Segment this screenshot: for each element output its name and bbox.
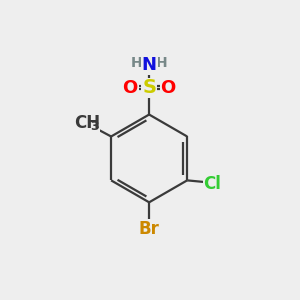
Text: N: N xyxy=(142,56,157,74)
Text: Br: Br xyxy=(139,220,160,238)
Text: 3: 3 xyxy=(91,120,99,133)
Text: Cl: Cl xyxy=(204,175,221,193)
Text: S: S xyxy=(142,79,156,98)
Text: O: O xyxy=(123,79,138,97)
Text: O: O xyxy=(160,79,176,97)
Text: CH: CH xyxy=(74,114,100,132)
Text: H: H xyxy=(156,56,168,70)
Text: H: H xyxy=(130,56,142,70)
